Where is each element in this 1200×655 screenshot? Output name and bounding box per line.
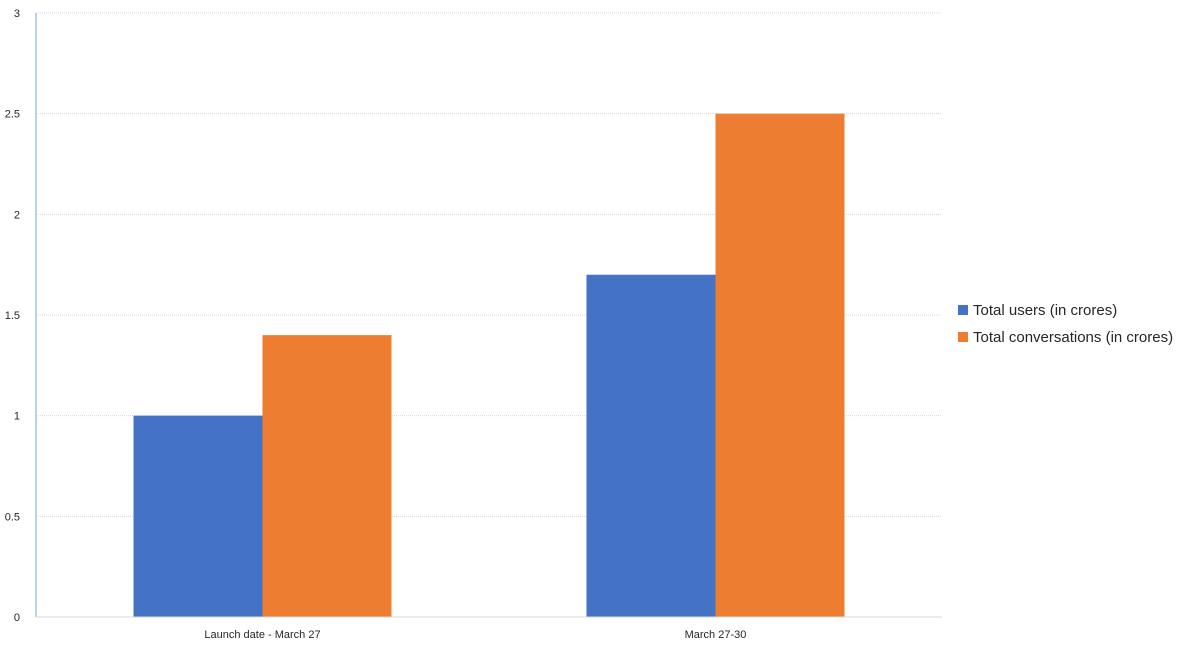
x-category-labels: Launch date - March 27 March 27-30 bbox=[204, 629, 746, 641]
bars bbox=[133, 113, 845, 618]
y-tick-label: 2 bbox=[14, 209, 20, 221]
y-tick-label: 1 bbox=[14, 411, 20, 423]
legend-swatch bbox=[958, 305, 968, 315]
legend-label: Total users (in crores) bbox=[973, 302, 1117, 319]
y-tick-label: 0.5 bbox=[5, 511, 20, 523]
x-category-label: Launch date - March 27 bbox=[204, 629, 320, 641]
bar-conversations bbox=[262, 335, 392, 617]
x-category-label: March 27-30 bbox=[685, 629, 747, 641]
bar-users bbox=[133, 415, 263, 617]
y-tick-label: 0 bbox=[14, 612, 20, 624]
bar-users bbox=[586, 274, 716, 617]
y-tick-label: 1.5 bbox=[5, 310, 20, 322]
y-tick-labels: 0 0.5 1 1.5 2 2.5 3 bbox=[5, 8, 20, 624]
legend-swatch bbox=[958, 332, 968, 342]
y-tick-label: 3 bbox=[14, 8, 20, 20]
axes bbox=[35, 13, 942, 618]
legend: Total users (in crores) Total conversatio… bbox=[958, 302, 1173, 346]
y-tick-label: 2.5 bbox=[5, 109, 20, 121]
legend-label: Total conversations (in crores) bbox=[973, 329, 1173, 346]
bar-conversations bbox=[715, 113, 845, 618]
